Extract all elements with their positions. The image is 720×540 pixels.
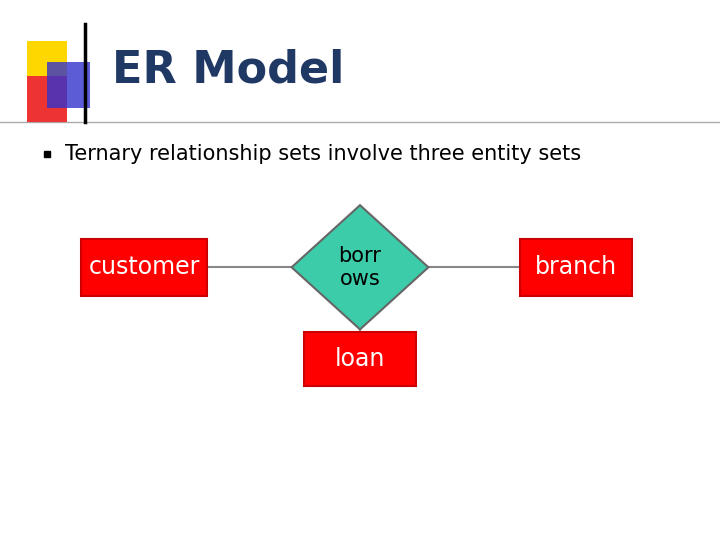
FancyBboxPatch shape	[521, 239, 632, 296]
Text: loan: loan	[335, 347, 385, 371]
Text: ER Model: ER Model	[112, 49, 344, 92]
Text: borr
ows: borr ows	[338, 246, 382, 289]
FancyBboxPatch shape	[27, 40, 67, 86]
FancyBboxPatch shape	[81, 239, 207, 296]
Text: branch: branch	[535, 255, 617, 279]
Text: customer: customer	[89, 255, 199, 279]
FancyBboxPatch shape	[27, 76, 67, 122]
Text: Ternary relationship sets involve three entity sets: Ternary relationship sets involve three …	[65, 144, 581, 164]
Polygon shape	[292, 205, 428, 329]
FancyBboxPatch shape	[304, 332, 416, 386]
FancyBboxPatch shape	[47, 62, 90, 108]
